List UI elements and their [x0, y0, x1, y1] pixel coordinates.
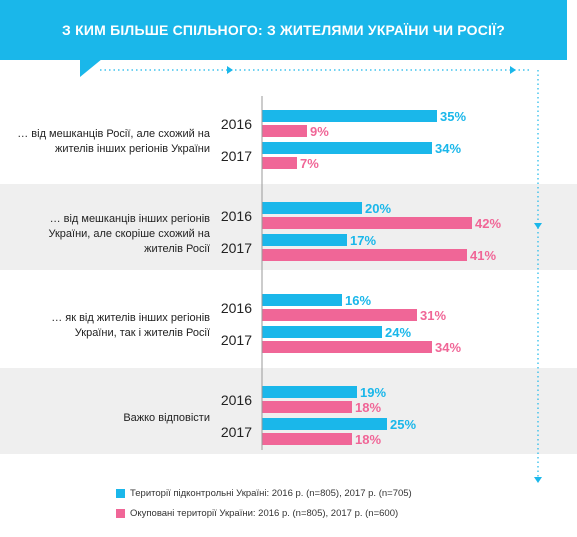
- bar-series-2: [262, 157, 297, 169]
- bar-series-1: [262, 386, 357, 398]
- value-label-series-2: 42%: [475, 216, 501, 231]
- value-label-series-1: 19%: [360, 385, 386, 400]
- year-label: 2016: [220, 116, 252, 132]
- legend-label-series-1: Території підконтрольні Україні: 2016 р.…: [130, 488, 412, 499]
- value-label-series-2: 18%: [355, 432, 381, 447]
- group-label-line: жителів інших регіонів України: [54, 143, 210, 155]
- year-label: 2017: [220, 240, 252, 256]
- value-label-series-2: 41%: [470, 248, 496, 263]
- group-label: … від мешканців інших регіонів України, а…: [10, 212, 210, 257]
- value-label-series-1: 16%: [345, 293, 371, 308]
- year-label: 2017: [220, 148, 252, 164]
- group-label: Важко відповісти: [10, 411, 210, 426]
- title-banner-tail: [80, 59, 102, 77]
- bar-series-2: [262, 341, 432, 353]
- value-label-series-2: 31%: [420, 308, 446, 323]
- value-label-series-1: 35%: [440, 109, 466, 124]
- bar-series-1: [262, 418, 387, 430]
- title-banner: [0, 0, 567, 60]
- group-label-line: України, але скоріше схожий на: [48, 227, 210, 240]
- bar-series-2: [262, 217, 472, 229]
- group-label: … від мешканців Росії, але схожий на жите…: [10, 127, 210, 157]
- group-label-line: … як від жителів інших регіонів: [51, 312, 210, 324]
- legend-label-series-2: Окуповані території України: 2016 р. (n=…: [130, 508, 399, 519]
- bar-series-2: [262, 309, 417, 321]
- value-label-series-1: 24%: [385, 325, 411, 340]
- value-label-series-1: 34%: [435, 141, 461, 156]
- group-label-line: жителів Росії: [144, 242, 210, 255]
- year-label: 2017: [220, 424, 252, 440]
- bar-series-1: [262, 142, 432, 154]
- group-label-line: … від мешканців інших регіонів: [49, 212, 210, 225]
- chart-title: З КИМ БІЛЬШЕ СПІЛЬНОГО: З ЖИТЕЛЯМИ УКРАЇ…: [62, 22, 505, 38]
- year-label: 2016: [220, 208, 252, 224]
- value-label-series-2: 34%: [435, 340, 461, 355]
- bar-series-2: [262, 249, 467, 261]
- year-label: 2016: [220, 392, 252, 408]
- year-label: 2017: [220, 332, 252, 348]
- value-label-series-2: 7%: [300, 156, 319, 171]
- value-label-series-2: 18%: [355, 400, 381, 415]
- value-label-series-1: 17%: [350, 233, 376, 248]
- value-label-series-2: 9%: [310, 124, 329, 139]
- legend-swatch-series-2: [116, 509, 125, 518]
- year-label: 2016: [220, 300, 252, 316]
- bar-series-1: [262, 202, 362, 214]
- bar-series-1: [262, 234, 347, 246]
- guide-lines: [100, 66, 542, 483]
- group-label-line: Важко відповісти: [123, 411, 210, 424]
- group-label: … як від жителів інших регіонів України, …: [10, 311, 210, 341]
- group-label-line: України, так і жителів Росії: [74, 327, 210, 339]
- legend-swatch-series-1: [116, 489, 125, 498]
- bar-series-2: [262, 433, 352, 445]
- value-label-series-1: 25%: [390, 417, 416, 432]
- bar-series-1: [262, 110, 437, 122]
- value-label-series-1: 20%: [365, 201, 391, 216]
- bar-series-2: [262, 401, 352, 413]
- bar-series-1: [262, 294, 342, 306]
- bar-series-2: [262, 125, 307, 137]
- bar-series-1: [262, 326, 382, 338]
- group-label-line: … від мешканців Росії, але схожий на: [17, 128, 210, 140]
